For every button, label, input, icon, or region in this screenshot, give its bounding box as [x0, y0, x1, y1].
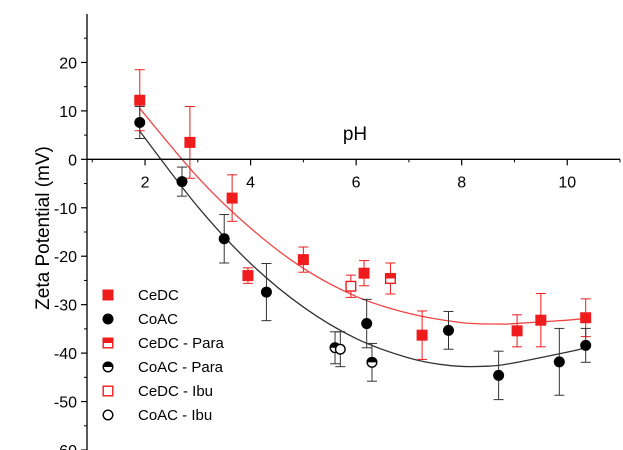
y-tick-label: 20 — [59, 55, 77, 72]
series-cedc-para — [384, 273, 396, 285]
series-coac-ibu — [334, 343, 346, 355]
data-points — [134, 94, 592, 381]
data-point-cedc — [184, 136, 196, 148]
x-tick-label: 4 — [246, 174, 255, 191]
data-point-coac — [442, 324, 454, 336]
data-point-coac-para — [366, 356, 378, 368]
series-cedc — [134, 94, 592, 341]
legend-label: CeDC - Para — [138, 335, 225, 352]
legend-item-cedc-ibu: CeDC - Ibu — [102, 383, 213, 400]
data-point-coac — [218, 233, 230, 245]
data-point-coac — [361, 318, 373, 330]
series-cedc-ibu — [345, 280, 357, 292]
data-point-coac — [176, 176, 188, 188]
y-tick-label: -50 — [54, 395, 77, 412]
data-point-cedc — [535, 314, 547, 326]
legend-marker — [102, 409, 114, 421]
legend-item-coac-para: CoAC - Para — [102, 359, 224, 376]
x-tick-label: 8 — [457, 174, 466, 191]
data-point-cedc — [358, 267, 370, 279]
data-point-coac — [260, 286, 272, 298]
fit-curve-1 — [139, 108, 586, 325]
data-point-cedc — [416, 329, 428, 341]
y-tick-label: -60 — [54, 443, 77, 450]
y-tick-label: -20 — [54, 249, 77, 266]
legend-label: CeDC — [138, 287, 179, 304]
y-tick-label: 0 — [68, 152, 77, 169]
legend-marker — [102, 289, 114, 301]
y-tick-label: 10 — [59, 104, 77, 121]
data-point-cedc — [134, 94, 146, 106]
x-tick-label: 10 — [558, 174, 576, 191]
legend-marker — [102, 313, 114, 325]
legend-label: CoAC - Para — [138, 359, 224, 376]
legend-marker — [102, 385, 114, 397]
data-point-coac — [580, 339, 592, 351]
legend-item-coac-ibu: CoAC - Ibu — [102, 407, 212, 424]
data-point-cedc — [242, 270, 254, 282]
x-axis-ticks: 2 4 6 8 10 — [91, 159, 621, 191]
x-axis-title: pH — [343, 124, 367, 145]
data-point-cedc — [297, 254, 309, 266]
legend-label: CoAC - Ibu — [138, 407, 212, 424]
legend-label: CoAC — [138, 311, 178, 328]
data-point-coac-ibu — [334, 343, 346, 355]
data-point-cedc — [580, 312, 592, 324]
legend-item-cedc-para: CeDC - Para — [102, 335, 225, 352]
y-axis-ticks: 20 10 0 -10 -20 -30 -40 -50 -60 — [54, 37, 87, 450]
y-axis-title: Zeta Potential (mV) — [33, 146, 54, 310]
legend-marker — [102, 337, 114, 349]
legend: CeDC CoAC CeDC - Para CoAC - Para CeDC - Ibu… — [102, 287, 225, 424]
legend-item-coac: CoAC — [102, 311, 178, 328]
legend-item-cedc: CeDC — [102, 287, 179, 304]
legend-label: CeDC - Ibu — [138, 383, 213, 400]
series-coac — [134, 117, 592, 381]
x-tick-label: 2 — [141, 174, 150, 191]
data-point-cedc — [511, 325, 523, 337]
data-point-coac — [493, 369, 505, 381]
data-point-cedc-ibu — [345, 280, 357, 292]
data-point-coac — [134, 117, 146, 129]
data-point-cedc — [226, 192, 238, 204]
data-point-coac — [553, 356, 565, 368]
y-tick-label: -40 — [54, 346, 77, 363]
y-tick-label: -30 — [54, 298, 77, 315]
y-tick-label: -10 — [54, 201, 77, 218]
x-tick-label: 6 — [352, 174, 361, 191]
legend-marker — [102, 361, 114, 373]
data-point-cedc-para — [384, 273, 396, 285]
